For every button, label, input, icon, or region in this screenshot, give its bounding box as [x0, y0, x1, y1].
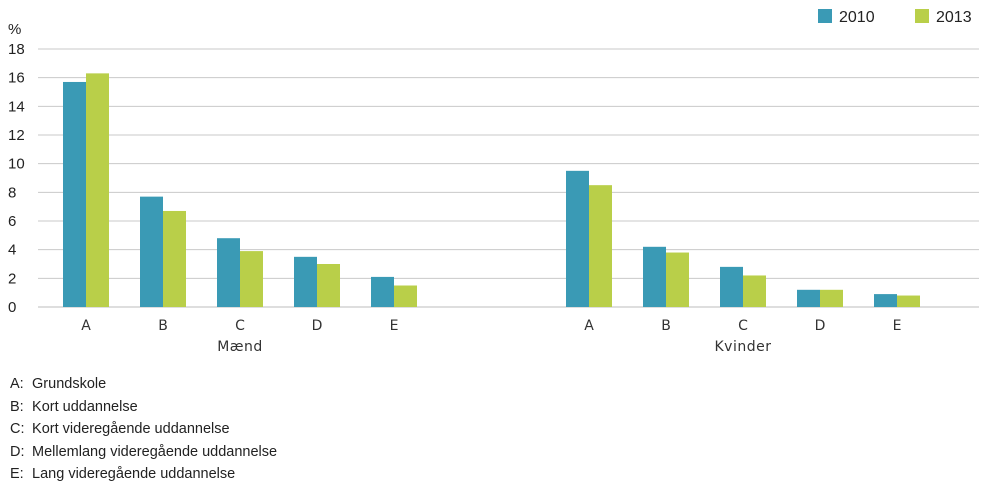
bar-2010 — [217, 238, 240, 307]
bar-2013 — [743, 275, 766, 307]
bar-2010 — [643, 246, 666, 307]
group-label: Mænd — [217, 339, 263, 355]
bar-2010 — [874, 294, 897, 307]
y-tick-label: 6 — [8, 213, 16, 230]
x-tick-label: C — [235, 318, 245, 334]
bar-2013 — [86, 73, 109, 307]
y-tick-label: 18 — [8, 41, 25, 58]
chart-area: 0 2 4 6 8 10 12 14 16 18% A B C D E Mænd A B C D E Kvinder 201… — [8, 9, 979, 355]
bar-2010 — [63, 81, 86, 307]
bar-chart: 0 2 4 6 8 10 12 14 16 18% A B C D E Mænd A B C D E Kvinder 201… — [8, 9, 979, 355]
legend-swatch — [915, 9, 929, 23]
note-key: E: — [10, 466, 24, 482]
bar-2013 — [240, 251, 263, 307]
bar-2013 — [394, 285, 417, 307]
note-b: B: Kort uddannelse — [10, 396, 277, 419]
y-tick-label: 10 — [8, 156, 25, 173]
bar-2013 — [897, 295, 920, 307]
x-tick-label: B — [158, 318, 168, 334]
note-key: A: — [10, 376, 24, 392]
bar-2013 — [163, 210, 186, 307]
x-tick-label: A — [81, 318, 91, 334]
bar-2010 — [371, 276, 394, 307]
note-key: D: — [10, 443, 25, 460]
bar-2010 — [566, 170, 589, 307]
x-tick-label: D — [815, 318, 826, 334]
note-text: Kort uddannelse — [32, 398, 138, 415]
y-tick-label: 14 — [8, 98, 25, 115]
y-tick-label: 0 — [8, 299, 16, 316]
note-a: A: Grundskole — [10, 373, 277, 396]
y-tick-label: 16 — [8, 70, 25, 87]
x-tick-label: E — [893, 318, 902, 334]
x-tick-label: B — [661, 318, 671, 334]
legend-swatch — [818, 9, 832, 23]
bar-2013 — [820, 289, 843, 307]
y-tick-label: 12 — [8, 127, 25, 144]
bar-2013 — [317, 264, 340, 307]
note-text: Mellemlang videregående uddannelse — [32, 443, 278, 460]
bar-2010 — [797, 289, 820, 307]
y-tick-label: 4 — [8, 242, 16, 259]
bar-2013 — [589, 185, 612, 307]
legend-label: 2013 — [936, 9, 972, 26]
bar-2010 — [294, 256, 317, 307]
bar-2010 — [720, 266, 743, 307]
note-c: C: Kort videregående uddannelse — [10, 418, 277, 441]
x-tick-label: E — [390, 318, 399, 334]
x-tick-label: A — [584, 318, 594, 334]
note-key: B: — [10, 398, 24, 415]
x-tick-label: C — [738, 318, 748, 334]
y-tick-label: 2 — [8, 270, 16, 287]
group-label: Kvinder — [715, 339, 772, 355]
note-e: E: Lang videregående uddannelse — [10, 463, 277, 486]
note-text: Grundskole — [32, 376, 107, 392]
y-axis-label: % — [8, 21, 21, 38]
bar-2010 — [140, 196, 163, 307]
note-d: D: Mellemlang videregående uddannelse — [10, 441, 277, 464]
category-notes: A: Grundskole B: Kort uddannelse C: Kort… — [10, 373, 277, 486]
x-tick-label: D — [312, 318, 323, 334]
note-text: Kort videregående uddannelse — [32, 421, 230, 437]
bar-2013 — [666, 252, 689, 307]
legend-label: 2010 — [839, 9, 875, 26]
note-text: Lang videregående uddannelse — [32, 466, 236, 482]
y-tick-label: 8 — [8, 184, 16, 201]
note-key: C: — [10, 421, 25, 437]
